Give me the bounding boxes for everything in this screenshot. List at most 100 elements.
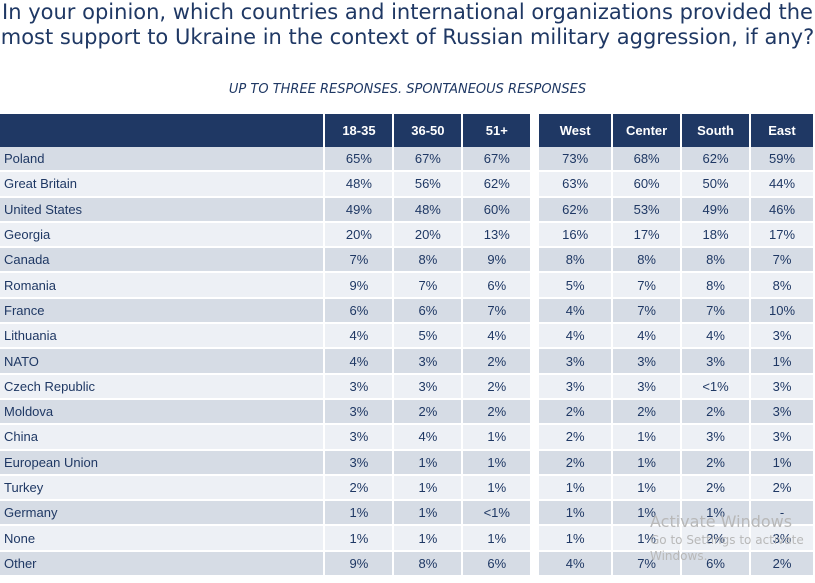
region-cell: 8% [539, 247, 614, 274]
table-body: Poland 65% 67% 67% 73% 68% 62% 59% Great Britain… [0, 147, 815, 578]
age-cell: 1% [462, 525, 533, 552]
column-gap [531, 424, 540, 451]
region-cell: 4% [681, 323, 752, 350]
column-gap [531, 247, 540, 274]
region-cell: 2% [612, 398, 683, 426]
table-row: Georgia 20% 20% 13% 16% 17% 18% 17% [0, 221, 815, 249]
age-cell: 6% [462, 550, 533, 578]
region-cell: 2% [681, 474, 752, 502]
region-cell: 16% [539, 221, 614, 249]
region-cell: 3% [539, 373, 614, 400]
age-cell: 48% [393, 196, 464, 223]
chart-title: In your opinion, which countries and int… [0, 0, 815, 49]
region-cell: 1% [612, 500, 683, 527]
region-cell: 8% [750, 272, 815, 299]
region-cell: 2% [681, 398, 752, 426]
region-cell: 60% [612, 171, 683, 198]
column-gap [531, 147, 540, 173]
row-label: Lithuania [0, 323, 326, 350]
region-cell: 3% [681, 348, 752, 375]
age-cell: 62% [462, 171, 533, 198]
region-cell: 4% [539, 297, 614, 325]
region-cell: 7% [681, 297, 752, 325]
table-row: Moldova 3% 2% 2% 2% 2% 2% 3% [0, 398, 815, 426]
table-row: None 1% 1% 1% 1% 1% 2% 3% [0, 525, 815, 552]
region-cell: 3% [750, 424, 815, 451]
age-cell: 7% [462, 297, 533, 325]
table-row: Poland 65% 67% 67% 73% 68% 62% 59% [0, 147, 815, 173]
row-label: None [0, 525, 326, 552]
region-cell: 10% [750, 297, 815, 325]
table-header-row: 18-35 36-50 51+ West Center South East [0, 114, 815, 147]
age-cell: 56% [393, 171, 464, 198]
age-cell: 49% [324, 196, 395, 223]
age-cell: 7% [324, 247, 395, 274]
table-row: Other 9% 8% 6% 4% 7% 6% 2% [0, 550, 815, 578]
column-gap [531, 500, 540, 527]
age-cell: 4% [324, 348, 395, 375]
age-cell: 6% [462, 272, 533, 299]
region-cell: 7% [612, 272, 683, 299]
row-label: Czech Republic [0, 373, 326, 400]
age-cell: 6% [324, 297, 395, 325]
header-age-2: 51+ [462, 114, 533, 147]
region-cell: 1% [539, 500, 614, 527]
column-gap [531, 525, 540, 552]
header-gap [531, 114, 540, 147]
header-age-1: 36-50 [393, 114, 464, 147]
region-cell: 6% [681, 550, 752, 578]
region-cell: 62% [539, 196, 614, 223]
region-cell: 2% [750, 550, 815, 578]
column-gap [531, 348, 540, 375]
row-label: France [0, 297, 326, 325]
row-label: Turkey [0, 474, 326, 502]
region-cell: 7% [612, 297, 683, 325]
column-gap [531, 221, 540, 249]
column-gap [531, 323, 540, 350]
age-cell: 8% [393, 247, 464, 274]
region-cell: 2% [750, 474, 815, 502]
age-cell: 8% [393, 550, 464, 578]
age-cell: 6% [393, 297, 464, 325]
region-cell: <1% [681, 373, 752, 400]
header-region-3: East [750, 114, 815, 147]
row-label: Canada [0, 247, 326, 274]
chart-subtitle: UP TO THREE RESPONSES. SPONTANEOUS RESPO… [228, 82, 587, 97]
region-cell: 2% [539, 424, 614, 451]
age-cell: 1% [393, 500, 464, 527]
region-cell: 7% [612, 550, 683, 578]
table-row: France 6% 6% 7% 4% 7% 7% 10% [0, 297, 815, 325]
age-cell: 67% [393, 147, 464, 173]
region-cell: 3% [750, 525, 815, 552]
age-cell: 1% [393, 449, 464, 476]
column-gap [531, 550, 540, 578]
region-cell: 49% [681, 196, 752, 223]
region-cell: 3% [612, 373, 683, 400]
region-cell: 1% [612, 424, 683, 451]
region-cell: 3% [681, 424, 752, 451]
column-gap [531, 449, 540, 476]
table-row: Romania 9% 7% 6% 5% 7% 8% 8% [0, 272, 815, 299]
age-cell: 2% [462, 348, 533, 375]
age-cell: 3% [324, 424, 395, 451]
age-cell: 1% [462, 449, 533, 476]
region-cell: 18% [681, 221, 752, 249]
header-age-0: 18-35 [324, 114, 395, 147]
age-cell: 20% [393, 221, 464, 249]
age-cell: 65% [324, 147, 395, 173]
region-cell: 1% [612, 525, 683, 552]
age-cell: 9% [462, 247, 533, 274]
region-cell: 3% [750, 373, 815, 400]
table-row: Canada 7% 8% 9% 8% 8% 8% 7% [0, 247, 815, 274]
region-cell: 68% [612, 147, 683, 173]
region-cell: 1% [750, 449, 815, 476]
region-cell: 3% [539, 348, 614, 375]
row-label: Moldova [0, 398, 326, 426]
table-row: Lithuania 4% 5% 4% 4% 4% 4% 3% [0, 323, 815, 350]
region-cell: 17% [612, 221, 683, 249]
age-cell: 3% [393, 373, 464, 400]
age-cell: 4% [462, 323, 533, 350]
age-cell: 2% [393, 398, 464, 426]
row-label: Great Britain [0, 171, 326, 198]
results-table-container: 18-35 36-50 51+ West Center South East Poland 6… [0, 114, 815, 578]
